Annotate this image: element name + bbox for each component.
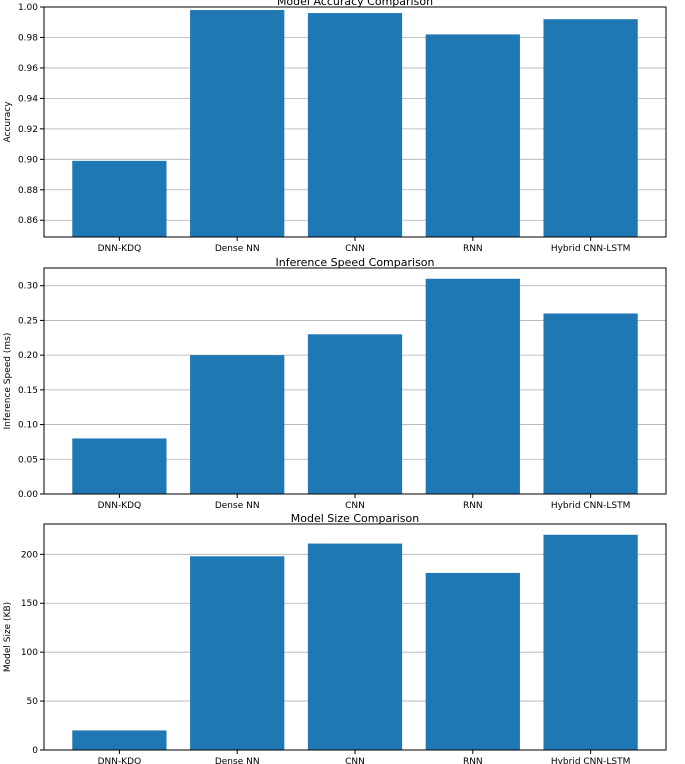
y-tick-label: 0.00 (18, 490, 38, 500)
y-tick-label: 0.92 (18, 125, 38, 135)
x-tick-label: CNN (345, 757, 365, 764)
y-tick-label: 0.98 (18, 33, 38, 43)
y-tick-label: 0.96 (18, 64, 38, 74)
x-tick-label: CNN (345, 244, 365, 254)
bar-cnn (307, 13, 403, 238)
y-axis-label: Accuracy (3, 101, 13, 143)
bar-dense-nn (190, 556, 285, 750)
y-tick-label: 0.25 (18, 316, 38, 326)
chart-panel-2: 0.00 0.05 0.10 0.15 0.20 0.25 0.30 DNN-KDQ Dense… (3, 256, 667, 511)
bar-cnn (307, 543, 403, 750)
y-tick-label: 0.94 (18, 94, 38, 104)
x-tick-label: DNN-KDQ (98, 501, 142, 511)
x-tick-label: RNN (463, 757, 483, 764)
bar-dnn-kdq (72, 730, 167, 750)
y-tick-label: 150 (21, 599, 38, 609)
bar-hybrid-cnn-lstm (543, 19, 638, 238)
x-tick-label: Hybrid CNN-LSTM (551, 757, 631, 764)
bar-rnn (425, 34, 520, 237)
y-tick-label: 0.15 (18, 386, 38, 396)
y-tick-label: 0.05 (18, 455, 38, 465)
y-tick-label: 0 (32, 746, 38, 756)
bar-rnn (425, 572, 520, 750)
x-tick-label: Dense NN (215, 501, 260, 511)
bar-dense-nn (190, 10, 285, 238)
chart-panel-3: 0 50 100 150 200 DNN-KDQ Dense NN CNN RNN Hybrid … (3, 512, 667, 764)
x-tick-label: Dense NN (215, 757, 260, 764)
x-tick-label: Dense NN (215, 244, 260, 254)
chart-title: Model Size Comparison (291, 512, 419, 525)
x-tick-label: DNN-KDQ (98, 757, 142, 764)
y-tick-label: 0.90 (18, 155, 38, 165)
x-tick-label: Hybrid CNN-LSTM (551, 244, 631, 254)
bar-dnn-kdq (72, 160, 167, 237)
y-tick-label: 100 (21, 648, 38, 658)
y-tick-label: 0.88 (18, 186, 38, 196)
chart-title: Inference Speed Comparison (275, 256, 434, 269)
x-tick-label: RNN (463, 501, 483, 511)
bar-cnn (307, 334, 403, 494)
y-tick-label: 50 (27, 697, 39, 707)
y-tick-label: 0.20 (18, 351, 38, 361)
y-tick-label: 0.86 (18, 216, 38, 226)
chart-panel-1: 0.86 0.88 0.90 0.92 0.94 0.96 0.98 1.00 DNN-KDQ D… (3, 0, 667, 254)
x-tick-label: DNN-KDQ (98, 244, 142, 254)
y-axis-label: Model Size (KB) (3, 602, 13, 672)
bar-hybrid-cnn-lstm (543, 313, 638, 494)
x-tick-label: Hybrid CNN-LSTM (551, 501, 631, 511)
y-tick-label: 0.10 (18, 421, 38, 431)
y-tick-label: 1.00 (18, 3, 38, 13)
x-tick-label: CNN (345, 501, 365, 511)
y-axis-label: Inference Speed (ms) (3, 333, 13, 430)
x-tick-label: RNN (463, 244, 483, 254)
y-tick-label: 200 (21, 550, 38, 560)
bar-dense-nn (190, 355, 285, 494)
chart-title: Model Accuracy Comparison (277, 0, 433, 8)
bar-rnn (425, 278, 520, 494)
bar-hybrid-cnn-lstm (543, 534, 638, 750)
bar-dnn-kdq (72, 438, 167, 494)
y-tick-label: 0.30 (18, 282, 38, 292)
